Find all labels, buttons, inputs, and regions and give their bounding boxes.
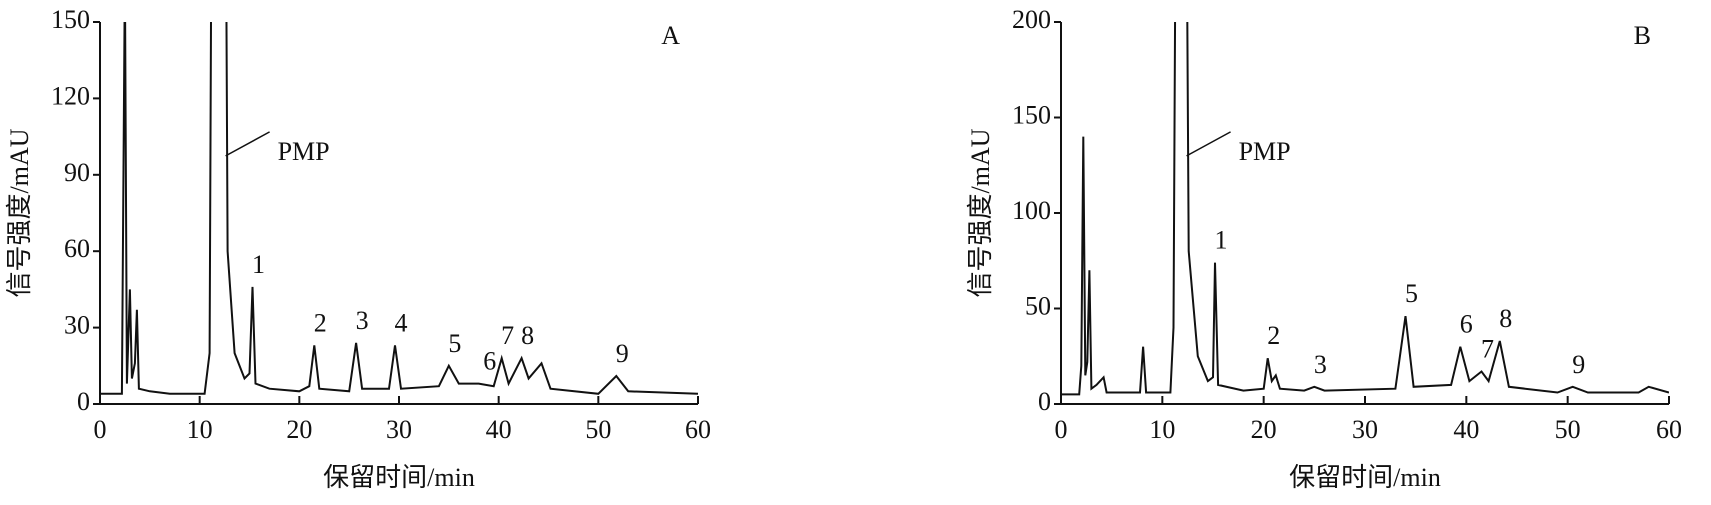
x-tick-label: 20 — [286, 415, 312, 444]
peak-label: 1 — [252, 250, 265, 279]
panel-label: A — [661, 21, 680, 50]
y-axis-label: 信号强度/mAU — [5, 128, 34, 297]
y-tick-label: 90 — [64, 158, 90, 187]
x-tick-label: 50 — [585, 415, 611, 444]
y-tick-label: 50 — [1025, 291, 1051, 320]
axis-line — [1060, 22, 1669, 405]
peak-label: 2 — [314, 308, 327, 337]
x-tick-label: 60 — [685, 415, 711, 444]
chromatogram-line — [1061, 22, 1669, 396]
y-tick-label: 150 — [1012, 100, 1051, 129]
peak-label: 6 — [483, 347, 496, 376]
peak-label: 5 — [1405, 279, 1418, 308]
x-tick-label: 10 — [1149, 415, 1175, 444]
x-tick-label: 40 — [1453, 415, 1479, 444]
y-axis-label: 信号强度/mAU — [966, 128, 995, 297]
x-tick-label: 20 — [1251, 415, 1277, 444]
peak-label: 3 — [356, 306, 369, 335]
x-tick-label: 10 — [187, 415, 213, 444]
y-tick-label: 150 — [51, 5, 90, 34]
y-tick-label: 120 — [51, 81, 90, 110]
y-tick-label: 60 — [64, 234, 90, 263]
y-tick-label: 0 — [1038, 387, 1051, 416]
peak-label: 5 — [448, 329, 461, 358]
y-tick-label: 0 — [77, 387, 90, 416]
peak-label: 3 — [1314, 350, 1327, 379]
axis-line — [99, 22, 698, 405]
peak-label: 8 — [1499, 304, 1512, 333]
y-tick-label: 100 — [1012, 196, 1051, 225]
peak-label: 7 — [501, 321, 514, 350]
y-tick-label: 30 — [64, 311, 90, 340]
peak-label: 1 — [1215, 226, 1228, 255]
peak-label: 6 — [1460, 310, 1473, 339]
peak-label: 9 — [1572, 350, 1585, 379]
chromatogram-line — [100, 22, 698, 395]
x-tick-label: 30 — [386, 415, 412, 444]
x-tick-label: 60 — [1656, 415, 1682, 444]
peak-label: PMP — [1239, 137, 1291, 166]
x-tick-label: 40 — [486, 415, 512, 444]
leader-line — [1186, 131, 1231, 157]
x-axis-label: 保留时间/min — [1289, 463, 1441, 492]
y-tick-label: 200 — [1012, 5, 1051, 34]
peak-label: 2 — [1267, 321, 1280, 350]
peak-label: 8 — [521, 321, 534, 350]
peak-label: 4 — [395, 308, 408, 337]
x-tick-label: 0 — [1055, 415, 1068, 444]
peak-label: 9 — [616, 339, 629, 368]
leader-line — [225, 131, 270, 157]
panel-label: B — [1634, 21, 1651, 50]
peak-label: PMP — [278, 137, 330, 166]
x-tick-label: 0 — [94, 415, 107, 444]
peak-label: 7 — [1481, 334, 1494, 363]
x-axis-label: 保留时间/min — [323, 463, 475, 492]
x-tick-label: 30 — [1352, 415, 1378, 444]
x-tick-label: 50 — [1555, 415, 1581, 444]
